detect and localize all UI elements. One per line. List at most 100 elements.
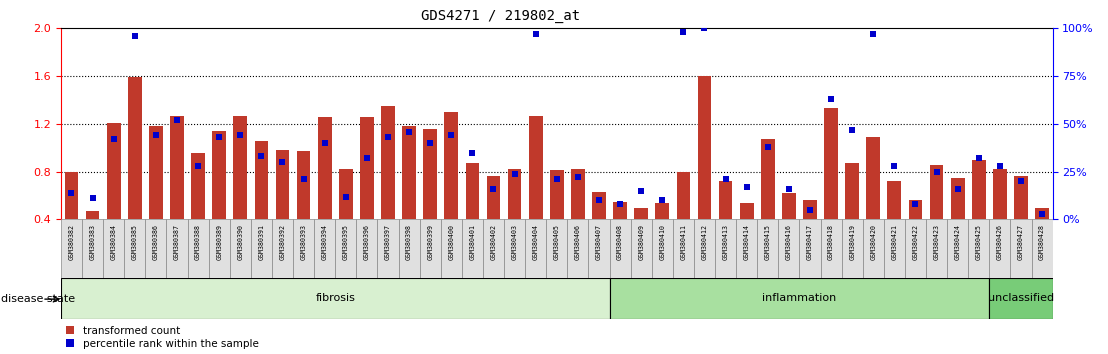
Point [759, 144, 777, 150]
Bar [213, 131, 226, 219]
Text: GSM380415: GSM380415 [765, 224, 771, 260]
Point [780, 186, 798, 192]
FancyBboxPatch shape [61, 219, 82, 278]
FancyBboxPatch shape [863, 219, 884, 278]
Point [337, 194, 355, 199]
FancyBboxPatch shape [378, 219, 399, 278]
Bar [909, 200, 922, 219]
Point [801, 207, 819, 213]
Bar [634, 207, 648, 219]
Text: GSM380423: GSM380423 [934, 224, 940, 260]
Text: GSM380413: GSM380413 [722, 224, 729, 260]
Point [84, 196, 102, 201]
Bar [423, 129, 437, 219]
FancyBboxPatch shape [799, 219, 821, 278]
Point [547, 177, 565, 182]
Point [105, 136, 123, 142]
Text: GSM380425: GSM380425 [976, 224, 982, 260]
Text: GSM380395: GSM380395 [342, 224, 349, 260]
FancyBboxPatch shape [399, 219, 420, 278]
Text: GSM380397: GSM380397 [384, 224, 391, 260]
FancyBboxPatch shape [715, 219, 736, 278]
FancyBboxPatch shape [778, 219, 799, 278]
FancyBboxPatch shape [441, 219, 462, 278]
Point [864, 31, 882, 37]
Bar [234, 115, 247, 219]
Bar [192, 153, 205, 219]
Text: inflammation: inflammation [762, 293, 837, 303]
Text: GSM380385: GSM380385 [132, 224, 137, 260]
Text: fibrosis: fibrosis [316, 293, 356, 303]
FancyBboxPatch shape [229, 219, 250, 278]
Bar [486, 176, 501, 219]
Bar [360, 117, 373, 219]
FancyBboxPatch shape [673, 219, 694, 278]
FancyBboxPatch shape [989, 278, 1053, 319]
FancyBboxPatch shape [293, 219, 315, 278]
Text: GSM380396: GSM380396 [363, 224, 370, 260]
FancyBboxPatch shape [630, 219, 652, 278]
Text: GSM380422: GSM380422 [913, 224, 919, 260]
FancyBboxPatch shape [905, 219, 926, 278]
FancyBboxPatch shape [757, 219, 778, 278]
Text: GSM380427: GSM380427 [1018, 224, 1024, 260]
FancyBboxPatch shape [82, 219, 103, 278]
Bar [782, 193, 796, 219]
Text: disease state: disease state [1, 294, 75, 304]
Point [126, 33, 144, 39]
Point [843, 127, 861, 132]
FancyBboxPatch shape [1032, 219, 1053, 278]
FancyBboxPatch shape [504, 219, 525, 278]
Bar [656, 203, 669, 219]
Bar [550, 171, 564, 219]
FancyBboxPatch shape [884, 219, 905, 278]
FancyBboxPatch shape [250, 219, 271, 278]
FancyBboxPatch shape [947, 219, 968, 278]
Point [295, 177, 312, 182]
Bar [972, 160, 986, 219]
FancyBboxPatch shape [842, 219, 863, 278]
Bar [1014, 176, 1028, 219]
FancyBboxPatch shape [546, 219, 567, 278]
Text: GSM380384: GSM380384 [111, 224, 116, 260]
Bar [339, 169, 352, 219]
Bar [951, 178, 964, 219]
Point [885, 163, 903, 169]
FancyBboxPatch shape [208, 219, 229, 278]
FancyBboxPatch shape [357, 219, 378, 278]
Legend: transformed count, percentile rank within the sample: transformed count, percentile rank withi… [66, 326, 258, 349]
Text: GSM380424: GSM380424 [955, 224, 961, 260]
FancyBboxPatch shape [926, 219, 947, 278]
Text: GSM380398: GSM380398 [406, 224, 412, 260]
Point [232, 132, 249, 138]
Point [400, 129, 418, 135]
Bar [465, 163, 480, 219]
Point [421, 140, 439, 146]
Bar [845, 163, 859, 219]
Bar [1035, 207, 1049, 219]
Point [717, 177, 735, 182]
Point [591, 198, 608, 203]
Point [505, 171, 523, 176]
Text: GSM380393: GSM380393 [300, 224, 307, 260]
Text: GSM380401: GSM380401 [470, 224, 475, 260]
Bar [127, 77, 142, 219]
Point [696, 25, 714, 31]
Point [654, 198, 671, 203]
FancyBboxPatch shape [609, 219, 630, 278]
Point [633, 188, 650, 194]
Point [1012, 178, 1029, 184]
FancyBboxPatch shape [525, 219, 546, 278]
Bar [930, 165, 943, 219]
Point [316, 140, 334, 146]
Point [147, 132, 165, 138]
FancyBboxPatch shape [588, 219, 609, 278]
Bar [171, 115, 184, 219]
FancyBboxPatch shape [145, 219, 166, 278]
FancyBboxPatch shape [968, 219, 989, 278]
Point [675, 29, 692, 35]
Point [738, 184, 756, 190]
Point [612, 201, 629, 207]
Text: GSM380400: GSM380400 [449, 224, 454, 260]
Point [358, 155, 376, 161]
